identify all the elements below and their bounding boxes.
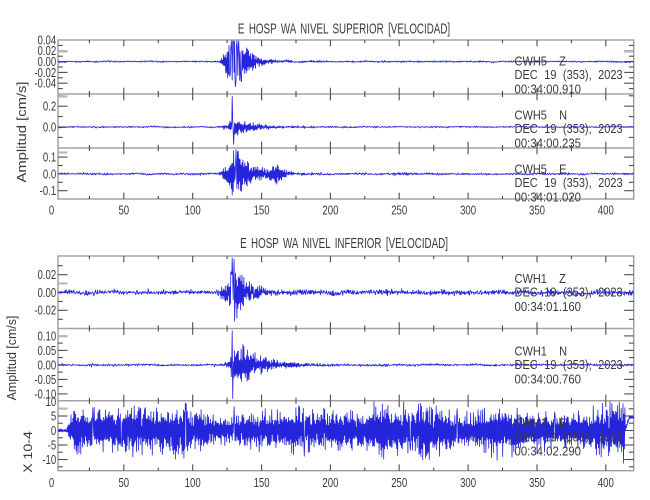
svg-text:-5: -5: [48, 439, 57, 453]
svg-text:DEC 19 (353), 2023: DEC 19 (353), 2023: [515, 285, 623, 300]
svg-text:250: 250: [391, 477, 407, 491]
svg-text:DEC 19 (353), 2023: DEC 19 (353), 2023: [515, 175, 623, 190]
svg-text:CWH1 Z: CWH1 Z: [515, 271, 566, 286]
svg-text:300: 300: [460, 204, 476, 218]
svg-text:350: 350: [529, 204, 545, 218]
svg-text:0.02: 0.02: [38, 45, 57, 59]
svg-text:DEC 19 (353), 2023: DEC 19 (353), 2023: [515, 430, 623, 445]
svg-text:5: 5: [51, 410, 56, 424]
svg-text:DEC 19 (353), 2023: DEC 19 (353), 2023: [515, 121, 623, 136]
svg-text:200: 200: [322, 204, 338, 218]
svg-text:0: 0: [49, 477, 54, 491]
svg-text:400: 400: [598, 204, 614, 218]
svg-text:150: 150: [254, 204, 270, 218]
svg-text:350: 350: [529, 477, 545, 491]
svg-text:0: 0: [51, 425, 56, 439]
svg-text:0.02: 0.02: [38, 269, 57, 283]
svg-text:CWH5 N: CWH5 N: [515, 108, 568, 123]
svg-text:00:34:01.020: 00:34:01.020: [515, 190, 582, 205]
svg-text:10: 10: [46, 396, 57, 410]
svg-text:0.05: 0.05: [38, 345, 57, 359]
svg-text:X 10-4: X 10-4: [21, 431, 35, 473]
svg-text:0.1: 0.1: [43, 151, 56, 165]
svg-text:0.00: 0.00: [38, 287, 57, 301]
svg-text:100: 100: [185, 477, 201, 491]
svg-text:E HOSP WA NIVEL SUPERIOR [VELO: E HOSP WA NIVEL SUPERIOR [VELOCIDAD]: [238, 21, 450, 37]
svg-text:400: 400: [598, 477, 614, 491]
svg-text:-10: -10: [42, 454, 56, 468]
svg-text:00:34:00.235: 00:34:00.235: [515, 136, 582, 151]
svg-text:0: 0: [49, 204, 54, 218]
svg-text:Amplitud [cm/s]: Amplitud [cm/s]: [4, 316, 19, 401]
svg-text:0.2: 0.2: [43, 100, 56, 114]
svg-text:0.0: 0.0: [43, 168, 56, 182]
svg-text:-0.1: -0.1: [40, 185, 57, 199]
svg-text:00:34:02.290: 00:34:02.290: [515, 444, 582, 459]
svg-text:150: 150: [254, 477, 270, 491]
svg-text:Amplitud [cm/s]: Amplitud [cm/s]: [14, 82, 29, 183]
svg-text:CWH5 Z: CWH5 Z: [515, 54, 566, 69]
svg-text:-0.02: -0.02: [34, 67, 56, 81]
svg-text:-0.05: -0.05: [34, 374, 56, 388]
svg-text:200: 200: [322, 477, 338, 491]
svg-text:0.0: 0.0: [43, 121, 56, 135]
svg-text:00:34:00.910: 00:34:00.910: [515, 82, 582, 97]
svg-text:300: 300: [460, 477, 476, 491]
svg-text:DEC 19 (353), 2023: DEC 19 (353), 2023: [515, 357, 623, 372]
svg-text:CWH1 N: CWH1 N: [515, 344, 568, 359]
svg-text:DEC 19 (353), 2023: DEC 19 (353), 2023: [515, 67, 623, 82]
svg-text:0.00: 0.00: [38, 359, 57, 373]
svg-text:-0.10: -0.10: [34, 388, 56, 402]
svg-text:250: 250: [391, 204, 407, 218]
svg-text:50: 50: [118, 204, 129, 218]
svg-text:CWH5 E: CWH5 E: [515, 162, 567, 177]
svg-text:50: 50: [118, 477, 129, 491]
svg-text:E HOSP WA NIVEL INFERIOR [VELO: E HOSP WA NIVEL INFERIOR [VELOCIDAD]: [240, 235, 448, 251]
svg-text:0.00: 0.00: [38, 56, 57, 70]
svg-text:00:34:01.160: 00:34:01.160: [515, 299, 582, 314]
svg-text:0.04: 0.04: [38, 34, 57, 48]
svg-text:-0.04: -0.04: [34, 77, 56, 91]
svg-text:00:34:00.760: 00:34:00.760: [515, 372, 582, 387]
svg-text:100: 100: [185, 204, 201, 218]
svg-text:-0.02: -0.02: [34, 305, 56, 319]
svg-text:CWH1 E: CWH1 E: [515, 416, 567, 431]
svg-text:0.10: 0.10: [38, 330, 57, 344]
